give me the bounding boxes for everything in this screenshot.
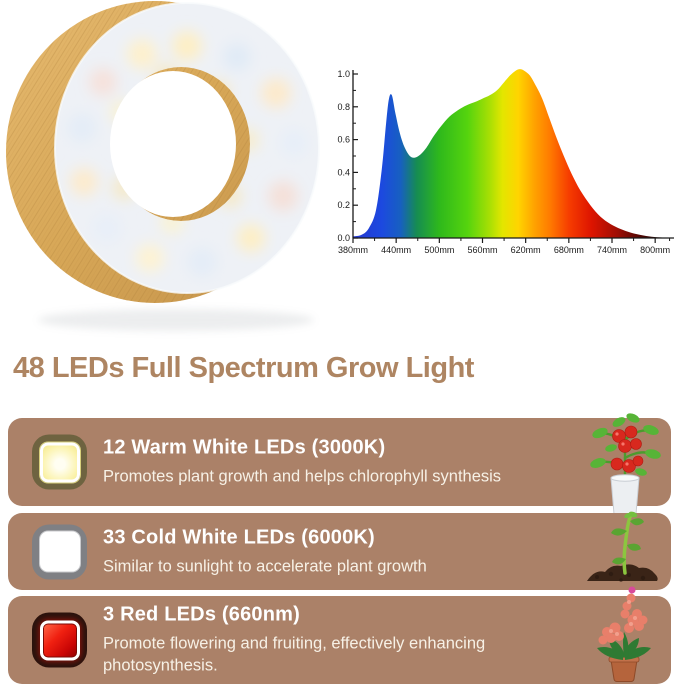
card-description: Similar to sunlight to accelerate plant … [103, 557, 427, 575]
y-tick-label: 0.2 [337, 200, 350, 210]
soil-mound [587, 564, 658, 581]
warm-white-led-icon [32, 434, 87, 490]
feature-card-warm-white: 12 Warm White LEDs (3000K) Promotes plan… [8, 413, 671, 518]
feature-card-red: 3 Red LEDs (660nm) Promote flowering and… [8, 586, 671, 684]
x-tick-label: 620mm [511, 245, 541, 255]
ring-light-image [6, 1, 321, 331]
x-tick-label: 500mm [424, 245, 454, 255]
plant-pot [610, 477, 640, 518]
cold-white-led-chip [39, 531, 80, 572]
card-heading: 33 Cold White LEDs (6000K) [103, 526, 375, 548]
lamp-reflection [38, 309, 314, 331]
flower-pot [610, 659, 638, 682]
card-heading: 12 Warm White LEDs (3000K) [103, 436, 386, 459]
seedling-stem [622, 513, 633, 575]
x-tick-label: 380mm [338, 245, 368, 255]
x-tick-label: 440mm [381, 245, 411, 255]
x-tick-label: 800mm [640, 245, 670, 255]
spectrum-chart: 380mm 440mm 500mm 560mm 620mm 680mm 740mm 800mm… [334, 55, 679, 260]
y-tick-label: 0.8 [337, 102, 350, 112]
page-title: 48 LEDs Full Spectrum Grow Light [13, 352, 474, 384]
card-description: Promotes plant growth and helps chloroph… [103, 467, 502, 486]
y-tick-label: 0.4 [337, 167, 350, 177]
card-text: 33 Cold White LEDs (6000K) Similar to su… [103, 526, 593, 577]
y-tick-label: 1.0 [337, 69, 350, 79]
cold-white-led-icon [32, 524, 87, 579]
y-tick-label: 0.6 [337, 135, 350, 145]
y-tick-label: 0.0 [337, 233, 350, 243]
card-heading: 3 Red LEDs (660nm) [103, 603, 300, 626]
spectrum-area [353, 69, 671, 238]
spectrum-chart-svg: 380mm 440mm 500mm 560mm 620mm 680mm 740mm 800mm… [337, 69, 674, 255]
x-tick-label: 680mm [554, 245, 584, 255]
card-text: 3 Red LEDs (660nm) Promote flowering and… [103, 604, 593, 677]
x-tick-label: 740mm [597, 245, 627, 255]
warm-white-led-chip [39, 442, 80, 482]
flowering-plant-image [597, 586, 651, 682]
seedling-image [587, 511, 658, 582]
x-tick-label: 560mm [467, 245, 497, 255]
red-led-chip [39, 620, 80, 660]
diffuser-ring [55, 3, 319, 293]
red-led-icon [32, 612, 87, 668]
rim-highlight [53, 2, 321, 294]
feature-card-cold-white: 33 Cold White LEDs (6000K) Similar to su… [8, 511, 671, 590]
card-text: 12 Warm White LEDs (3000K) Promotes plan… [103, 437, 593, 488]
card-description: Promote flowering and fruiting, effectiv… [103, 634, 486, 675]
ring-light-photo [4, 0, 334, 340]
ring-hole [110, 71, 236, 217]
tomato-plant-image [590, 413, 661, 518]
